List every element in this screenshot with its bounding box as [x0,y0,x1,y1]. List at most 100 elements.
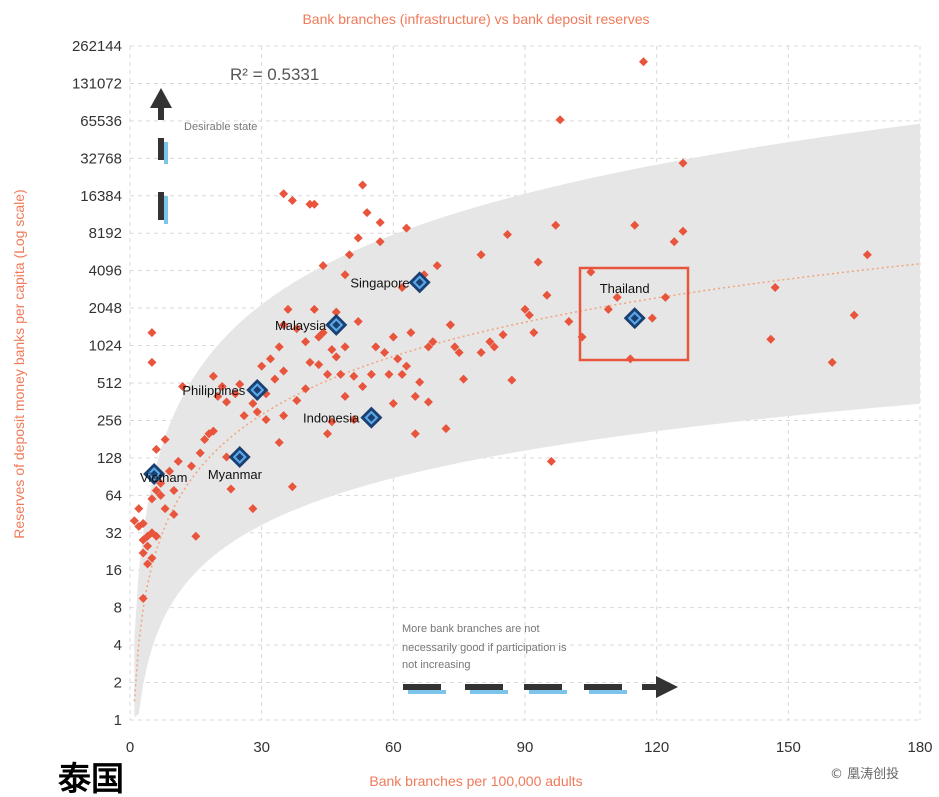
highlight-label: Indonesia [303,411,360,426]
data-point [349,415,359,425]
data-point [529,328,539,338]
y-tick-label: 16 [105,562,122,579]
watermark: ©⁠ 凰涛创投 [830,766,899,782]
data-point [766,334,776,344]
note-line-2: necessarily good if participation is [402,642,567,654]
highlight-vietnam: Vietnam [140,462,187,485]
data-point [169,509,179,519]
data-point [129,516,139,526]
highlight-marker-core [332,320,341,329]
data-point [502,230,512,240]
data-point [235,379,245,389]
highlight-marker-core [150,469,159,478]
data-point [239,411,249,421]
y-tick-label: 65536 [80,113,122,130]
y-tick-label: 8 [114,600,122,617]
data-point [415,377,425,387]
x-tick-label: 30 [253,739,270,756]
data-point [213,391,223,401]
data-point [498,330,508,340]
data-point [630,220,640,230]
y-axis-label: Reserves of deposit money banks per capi… [11,189,27,538]
highlight-marker-core [367,413,376,422]
data-point [173,456,183,466]
data-point [388,332,398,342]
data-point [520,304,530,314]
y-tick-label: 2 [114,675,122,692]
trendline [133,263,921,702]
y-axis-ticks: 1 2 4 8 16 32 64 128 256 512 1024 2048 4096 8192 16384… [72,38,122,729]
data-point [555,115,565,125]
highlight-label: Thailand [600,281,650,296]
data-point [388,399,398,409]
data-point [393,354,403,364]
x-tick-label: 60 [385,739,402,756]
data-point [151,444,161,454]
data-point [279,189,289,199]
data-point [151,485,161,495]
data-point [279,366,289,376]
data-point [195,448,205,458]
y-tick-label: 32 [105,525,122,542]
x-tick-label: 90 [517,739,534,756]
branches-arrow [403,676,678,698]
data-point [380,348,390,358]
y-tick-label: 32768 [80,150,122,167]
data-point [248,399,258,409]
data-point [862,250,872,260]
data-point [340,342,350,352]
data-point [318,328,328,338]
data-point [660,292,670,302]
data-point [397,369,407,379]
data-point [327,345,337,355]
data-point [533,257,543,267]
data-point [151,531,161,541]
data-point [292,324,302,334]
highlight-label: Philippines [182,383,245,398]
data-point [309,304,319,314]
y-tick-label: 16384 [80,188,122,205]
x-tick-label: 150 [776,739,801,756]
y-tick-label: 2048 [89,300,122,317]
data-point [331,352,341,362]
data-point [248,504,258,514]
y-tick-label: 256 [97,412,122,429]
y-tick-label: 1024 [89,338,122,355]
thailand-highlight-box [578,266,690,362]
data-point [546,456,556,466]
x-axis-ticks: 0 30 60 90 120 150 180 [126,739,933,756]
data-point [402,223,411,233]
data-point [423,397,433,407]
highlight-marker-core [235,453,244,462]
data-point [208,426,218,436]
data-point [445,320,455,330]
data-point [336,369,346,379]
y-tick-label: 4 [114,637,122,654]
data-point [410,429,420,439]
data-point [270,374,280,384]
data-point [366,369,376,379]
data-point [309,199,319,209]
desirable-state-label: Desirable state [184,121,257,133]
data-point [669,237,679,247]
desirable-arrow [150,88,172,224]
data-point [612,292,622,302]
y-tick-label: 64 [105,487,122,504]
x-tick-label: 120 [644,739,669,756]
data-point [476,348,486,358]
data-point [327,417,337,427]
data-point [678,226,688,236]
data-point [230,389,240,399]
data-point [323,429,332,439]
caption: 泰国 [58,759,124,797]
data-point [340,270,350,280]
y-tick-label: 131072 [72,75,122,92]
data-point [375,237,385,247]
note-line-1: More bank branches are not [402,623,540,635]
data-point [279,320,289,330]
data-point [143,541,153,551]
y-tick-label: 8192 [89,225,122,242]
data-point [156,478,166,488]
